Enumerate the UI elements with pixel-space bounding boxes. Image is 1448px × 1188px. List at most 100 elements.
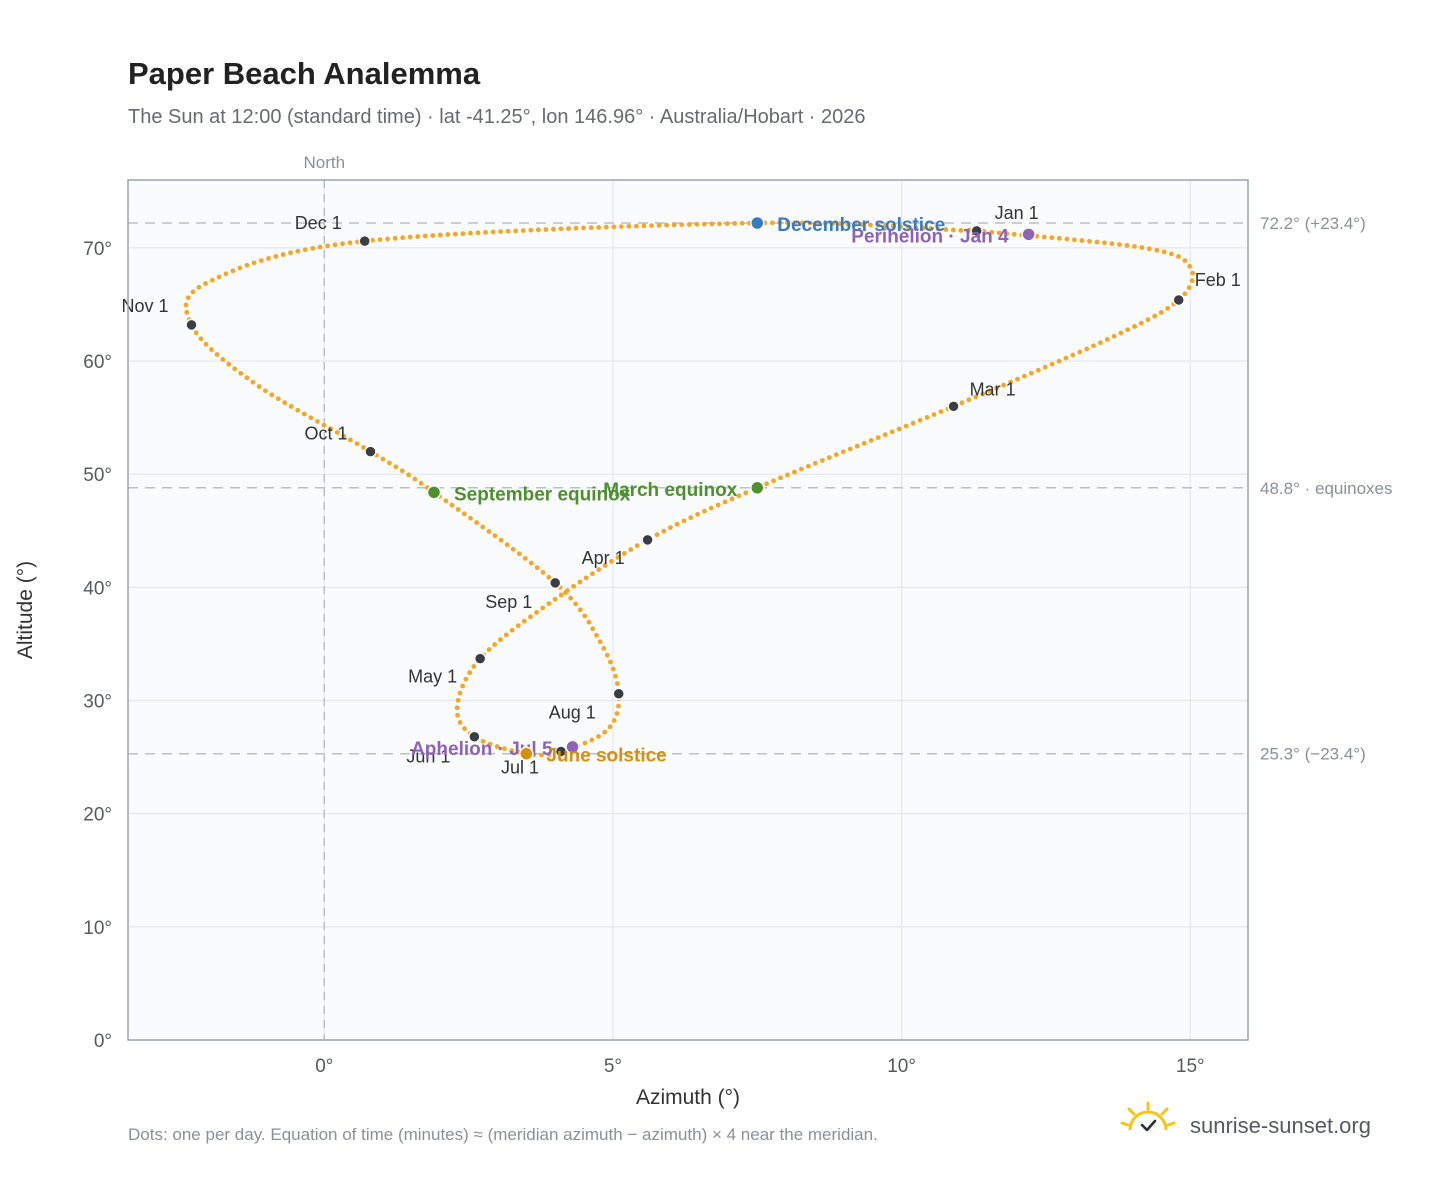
daily-dot bbox=[1064, 236, 1070, 242]
daily-dot bbox=[614, 711, 620, 716]
daily-dot bbox=[1117, 242, 1122, 247]
month-marker bbox=[548, 576, 562, 590]
daily-dot bbox=[347, 437, 353, 443]
event-marker bbox=[565, 739, 580, 755]
event-label: Perihelion · Jan 4 bbox=[851, 226, 1009, 247]
daily-dot bbox=[282, 400, 288, 406]
daily-dot bbox=[1169, 251, 1174, 257]
daily-dot bbox=[422, 233, 428, 239]
event-label: June solstice bbox=[546, 746, 666, 767]
daily-dot bbox=[509, 627, 515, 633]
daily-dot bbox=[566, 226, 571, 231]
daily-dot bbox=[608, 659, 613, 665]
daily-dot bbox=[237, 265, 243, 271]
event-label: December solstice bbox=[777, 215, 945, 236]
daily-dot bbox=[1049, 235, 1055, 241]
daily-dot bbox=[597, 639, 603, 645]
daily-dot bbox=[854, 443, 860, 449]
x-tick-label: 5° bbox=[604, 1056, 622, 1077]
daily-dot bbox=[462, 726, 467, 731]
daily-dot bbox=[615, 554, 621, 560]
daily-dot bbox=[347, 240, 353, 246]
daily-dot bbox=[571, 583, 577, 589]
daily-dot bbox=[798, 466, 804, 472]
daily-dot bbox=[910, 420, 916, 426]
daily-dot bbox=[785, 220, 790, 226]
daily-dot bbox=[250, 379, 256, 385]
month-marker bbox=[641, 533, 654, 547]
daily-dot bbox=[778, 475, 783, 481]
daily-dot bbox=[943, 227, 949, 232]
daily-dot bbox=[354, 441, 360, 447]
daily-dot bbox=[269, 392, 275, 398]
y-axis-label: Altitude (°) bbox=[14, 561, 37, 659]
month-label: Aug 1 bbox=[549, 703, 596, 723]
daily-dot bbox=[674, 521, 680, 527]
daily-dot bbox=[1165, 305, 1171, 311]
daily-dot bbox=[785, 472, 790, 478]
daily-dot bbox=[732, 221, 737, 226]
reference-label: 25.3° (−23.4°) bbox=[1260, 745, 1366, 764]
brand-name[interactable]: sunrise-sunset.org bbox=[1190, 1113, 1371, 1138]
daily-dot bbox=[492, 533, 498, 539]
daily-dot bbox=[340, 241, 345, 247]
daily-dot bbox=[1132, 244, 1137, 249]
daily-dot bbox=[244, 262, 250, 268]
y-tick-label: 50° bbox=[83, 465, 112, 486]
daily-dot bbox=[543, 227, 549, 232]
daily-dot bbox=[845, 221, 851, 227]
daily-dot bbox=[1028, 370, 1034, 376]
daily-dot bbox=[295, 407, 301, 413]
daily-dot bbox=[498, 229, 504, 235]
plot-frame bbox=[127, 179, 1249, 1041]
daily-dot bbox=[924, 415, 930, 420]
y-tick-label: 20° bbox=[83, 805, 112, 826]
daily-dot bbox=[528, 227, 534, 233]
daily-dot bbox=[889, 429, 895, 435]
chart-title: Paper Beach Analemma bbox=[128, 56, 481, 91]
daily-dot bbox=[193, 330, 199, 336]
daily-dot bbox=[510, 546, 516, 552]
daily-dot bbox=[1139, 245, 1145, 250]
daily-dot bbox=[1161, 249, 1167, 255]
daily-dot bbox=[989, 229, 995, 235]
daily-dot bbox=[668, 525, 673, 531]
daily-dot bbox=[694, 221, 700, 227]
daily-dot bbox=[183, 302, 189, 308]
daily-dot bbox=[377, 237, 383, 242]
daily-dot bbox=[1182, 258, 1188, 264]
daily-dot bbox=[443, 498, 449, 504]
daily-dot bbox=[1182, 291, 1188, 297]
daily-dot bbox=[875, 435, 881, 440]
daily-dot bbox=[399, 468, 405, 474]
daily-dot bbox=[386, 460, 392, 466]
daily-dot bbox=[452, 231, 458, 237]
daily-dot bbox=[1056, 235, 1062, 241]
daily-dot bbox=[460, 231, 466, 237]
daily-dot bbox=[577, 579, 583, 585]
daily-dot bbox=[724, 221, 730, 226]
month-marker bbox=[554, 745, 568, 758]
plot-area bbox=[128, 180, 1248, 1040]
daily-dot bbox=[679, 222, 685, 228]
daily-dot bbox=[471, 663, 477, 669]
daily-dot bbox=[475, 230, 481, 236]
daily-dot bbox=[251, 260, 257, 266]
daily-dot bbox=[1056, 358, 1062, 364]
daily-dot bbox=[301, 411, 307, 417]
month-marker bbox=[947, 400, 960, 413]
daily-dot bbox=[708, 505, 714, 511]
month-label: Mar 1 bbox=[970, 379, 1016, 399]
daily-dot bbox=[1084, 346, 1090, 352]
daily-dot bbox=[980, 391, 986, 397]
daily-dot bbox=[601, 646, 607, 651]
daily-dot bbox=[1004, 231, 1010, 237]
daily-dot bbox=[935, 226, 941, 232]
month-marker bbox=[1172, 293, 1185, 307]
month-label: Jun 1 bbox=[406, 747, 450, 767]
daily-dot bbox=[460, 683, 466, 689]
daily-dot bbox=[860, 222, 866, 227]
brand-logo[interactable]: sunrise-sunset.org bbox=[1120, 1101, 1371, 1138]
daily-dot bbox=[455, 697, 461, 703]
daily-dot bbox=[1154, 247, 1160, 253]
